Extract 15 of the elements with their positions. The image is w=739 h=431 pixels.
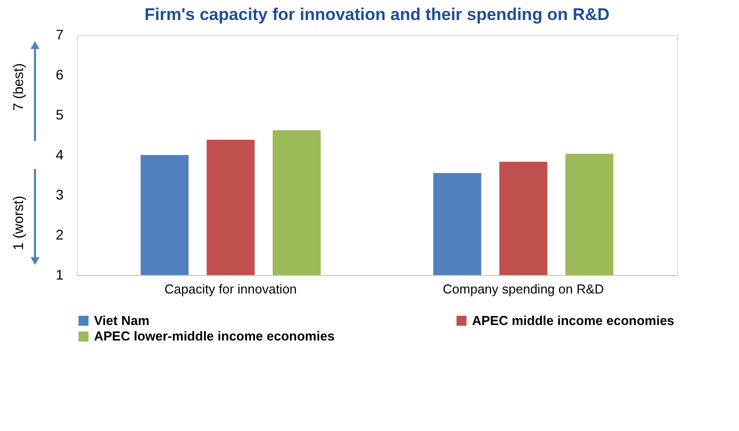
chart-title: Firm's capacity for innovation and their spending on R&D [144, 5, 610, 24]
y-tick-label: 7 [56, 26, 64, 42]
x-tick-label: Capacity for innovation [164, 282, 297, 296]
y-tick-label: 1 [56, 266, 64, 282]
legend-label: APEC middle income economies [472, 312, 674, 328]
y-tick-label: 5 [56, 106, 64, 122]
y-tick-label: 4 [56, 146, 64, 162]
y-tick-label: 2 [56, 226, 64, 242]
y-tick-label: 3 [56, 186, 64, 202]
x-tick-label: Company spending on R&D [442, 282, 604, 296]
text: 1 (worst) [10, 196, 26, 250]
text: 7 (best) [10, 63, 26, 111]
legend-label: APEC lower-middle income economies [94, 328, 335, 344]
y-tick-label: 6 [56, 66, 64, 82]
legend-label: Viet Nam [94, 312, 150, 328]
